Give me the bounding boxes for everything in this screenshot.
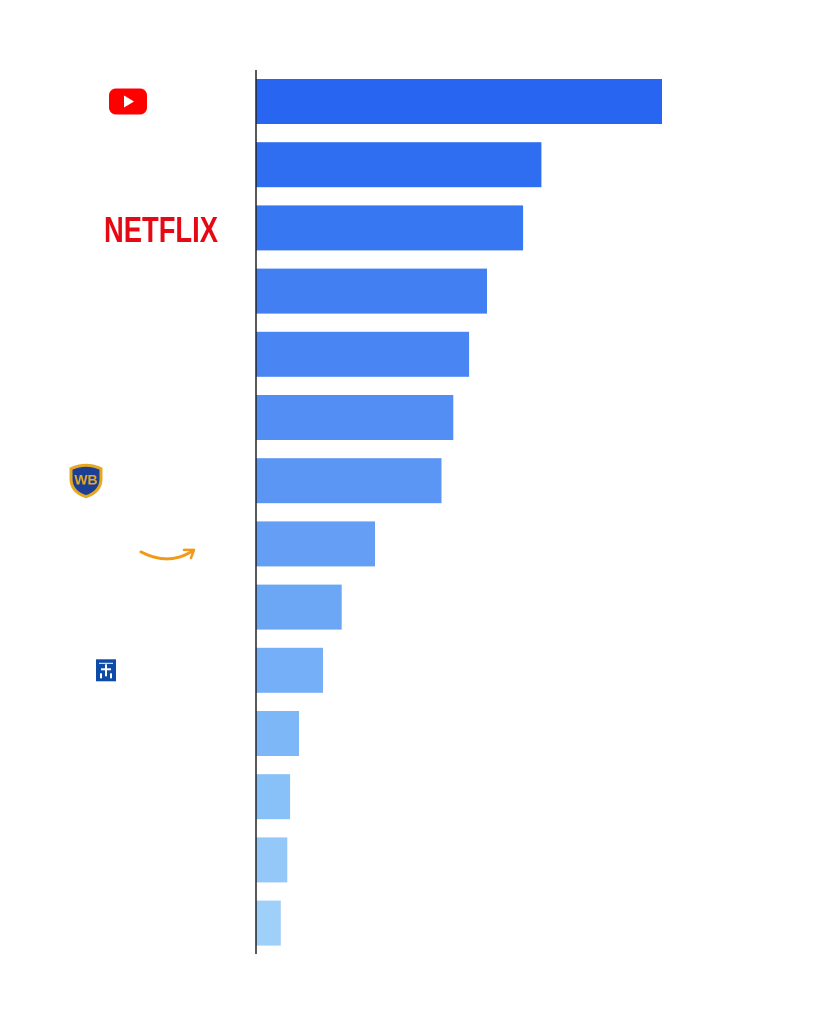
bar-12 [256,774,291,820]
netflix-logo: NETFLIX [104,209,218,250]
bar-2 [256,142,542,188]
bar-10 [256,647,323,693]
wb-shield [69,463,103,499]
bar-14 [256,900,281,946]
bar-3 [256,205,524,251]
paramount-logo [96,659,116,682]
amazon-logo [139,548,196,561]
bar-5 [256,331,470,377]
bar-9 [256,584,342,630]
amazon-arrow [182,548,196,560]
paramount-beam [101,668,111,671]
bar-7 [256,458,442,504]
amazon-smile [139,550,193,561]
youtube-logo [109,88,147,115]
bar-13 [256,837,288,883]
bar-6 [256,395,454,440]
paramount-post-left [100,673,102,679]
warner-bros-logo: WB [69,463,103,499]
paramount-post-right [110,673,112,679]
youtube-play-icon [124,95,134,108]
bar-8 [256,521,375,567]
netflix-wordmark: NETFLIX [104,209,218,250]
bar-11 [256,711,299,756]
bar-4 [256,268,487,314]
wb-letters: WB [74,472,97,488]
bar-1 [256,79,662,124]
